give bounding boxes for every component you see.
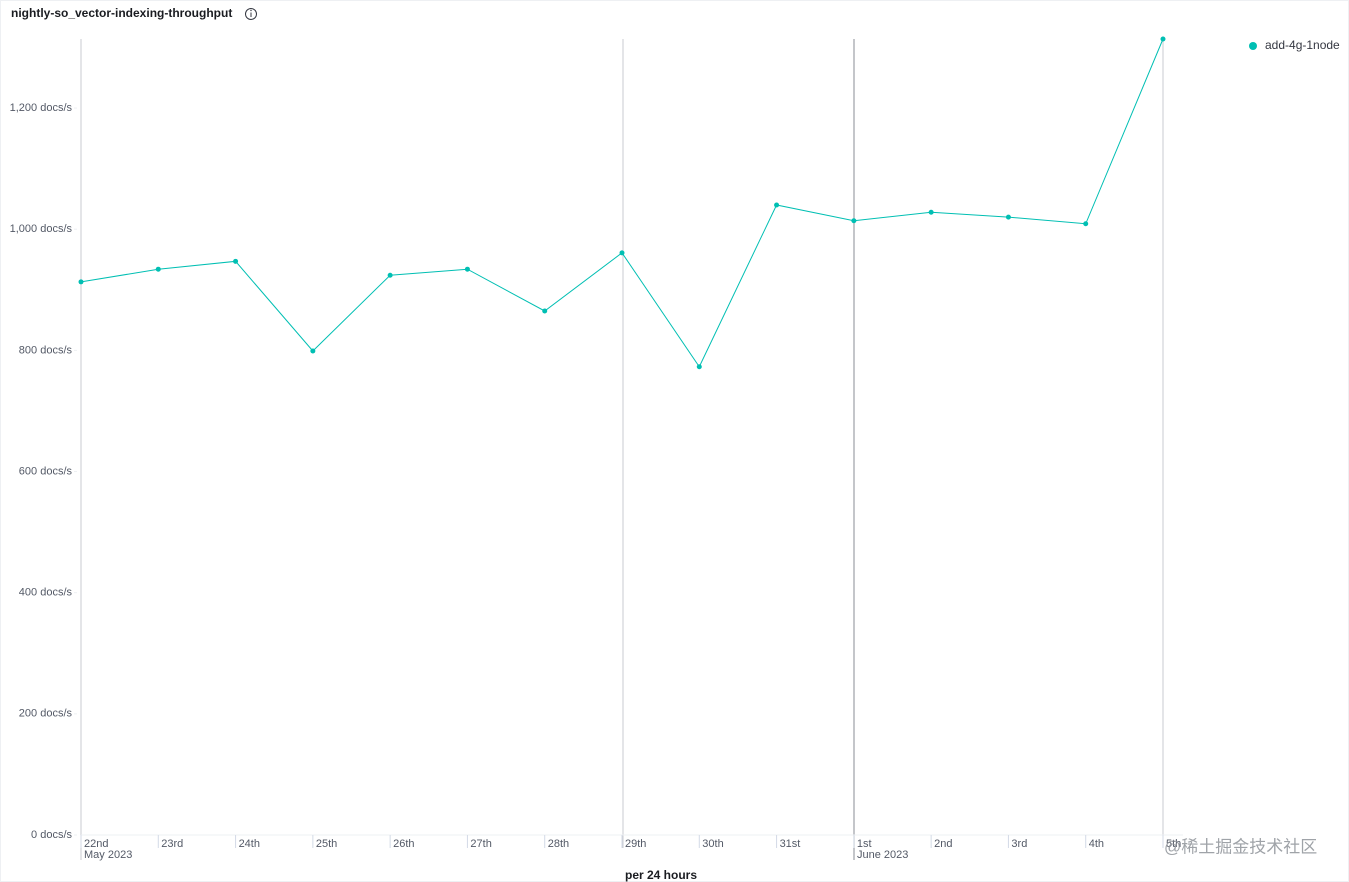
data-point xyxy=(1160,36,1166,42)
data-point xyxy=(619,250,625,256)
data-point xyxy=(155,266,161,272)
x-tick-label: 26th xyxy=(393,838,414,850)
data-point xyxy=(78,279,84,285)
month-label: May 2023 xyxy=(84,849,132,861)
x-tick-label: 25th xyxy=(316,838,337,850)
data-point xyxy=(851,218,857,224)
x-tick-label: 23rd xyxy=(161,838,183,850)
data-point xyxy=(542,308,548,314)
data-point xyxy=(696,364,702,370)
legend-label[interactable]: add-4g-1node xyxy=(1265,38,1340,52)
month-label: June 2023 xyxy=(857,849,908,861)
x-tick-label: 4th xyxy=(1089,838,1104,850)
chart-title: nightly-so_vector-indexing-throughput xyxy=(11,6,232,20)
x-tick-label: 24th xyxy=(239,838,260,850)
x-axis-title: per 24 hours xyxy=(625,868,697,882)
x-tick-label: 2nd xyxy=(934,838,952,850)
x-tick-label: 27th xyxy=(470,838,491,850)
y-tick-label: 200 docs/s xyxy=(19,708,73,720)
y-tick-label: 1,200 docs/s xyxy=(10,102,73,114)
info-icon[interactable] xyxy=(245,8,257,20)
watermark: @稀土掘金技术社区 xyxy=(1164,837,1317,856)
data-point xyxy=(928,209,934,215)
x-tick-label: 31st xyxy=(780,838,801,850)
data-point xyxy=(310,348,316,354)
legend-swatch xyxy=(1249,42,1257,50)
data-point xyxy=(464,266,470,272)
x-tick-label: 22nd xyxy=(84,838,108,850)
y-tick-label: 400 docs/s xyxy=(19,587,73,599)
x-tick-label: 3rd xyxy=(1011,838,1027,850)
data-point xyxy=(1083,221,1089,227)
x-tick-label: 30th xyxy=(702,838,723,850)
data-point xyxy=(774,202,780,208)
x-tick-label: 29th xyxy=(625,838,646,850)
x-tick-label: 1st xyxy=(857,838,872,850)
y-tick-label: 600 docs/s xyxy=(19,465,73,477)
x-tick-label: 5th xyxy=(1166,838,1181,850)
y-tick-label: 1,000 docs/s xyxy=(10,223,73,235)
data-point xyxy=(233,258,239,264)
data-point xyxy=(387,272,393,278)
x-tick-label: 28th xyxy=(548,838,569,850)
y-tick-label: 0 docs/s xyxy=(31,829,72,841)
data-point xyxy=(1005,214,1011,220)
y-tick-label: 800 docs/s xyxy=(19,344,73,356)
